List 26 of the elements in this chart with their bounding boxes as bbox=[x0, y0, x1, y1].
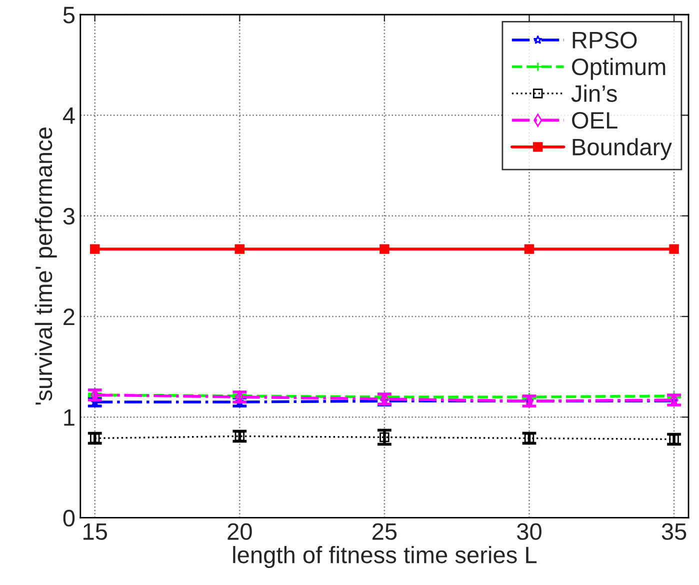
y-tick-label: 1 bbox=[64, 409, 74, 426]
x-axis-title: length of fitness time series L bbox=[233, 546, 537, 568]
point bbox=[234, 431, 245, 442]
point bbox=[669, 244, 679, 254]
y-axis-title: 'survival time' performance bbox=[34, 128, 57, 405]
legend-label: RPSO bbox=[572, 32, 637, 48]
y-tick-label: 3 bbox=[63, 208, 74, 225]
x-tick-label: 20 bbox=[228, 523, 252, 540]
point bbox=[524, 433, 534, 444]
point bbox=[234, 244, 245, 254]
y-tick-label: 4 bbox=[62, 108, 75, 124]
x-tick-label: 30 bbox=[517, 523, 542, 540]
legend-label: OEL bbox=[572, 112, 618, 129]
point bbox=[90, 244, 100, 254]
point bbox=[524, 244, 534, 254]
x-tick-label: 35 bbox=[662, 523, 686, 540]
y-tick-label: 0 bbox=[63, 510, 75, 527]
legend-label: Boundary bbox=[572, 138, 672, 160]
point bbox=[380, 244, 390, 254]
legend-label: Jin’s bbox=[571, 84, 617, 102]
y-tick-label: 5 bbox=[63, 6, 75, 24]
x-tick-label: 15 bbox=[84, 523, 108, 540]
y-tick-label: 2 bbox=[64, 308, 74, 326]
legend-label: Optimum bbox=[572, 58, 666, 80]
point bbox=[380, 432, 390, 442]
x-tick-label: 25 bbox=[372, 523, 397, 540]
